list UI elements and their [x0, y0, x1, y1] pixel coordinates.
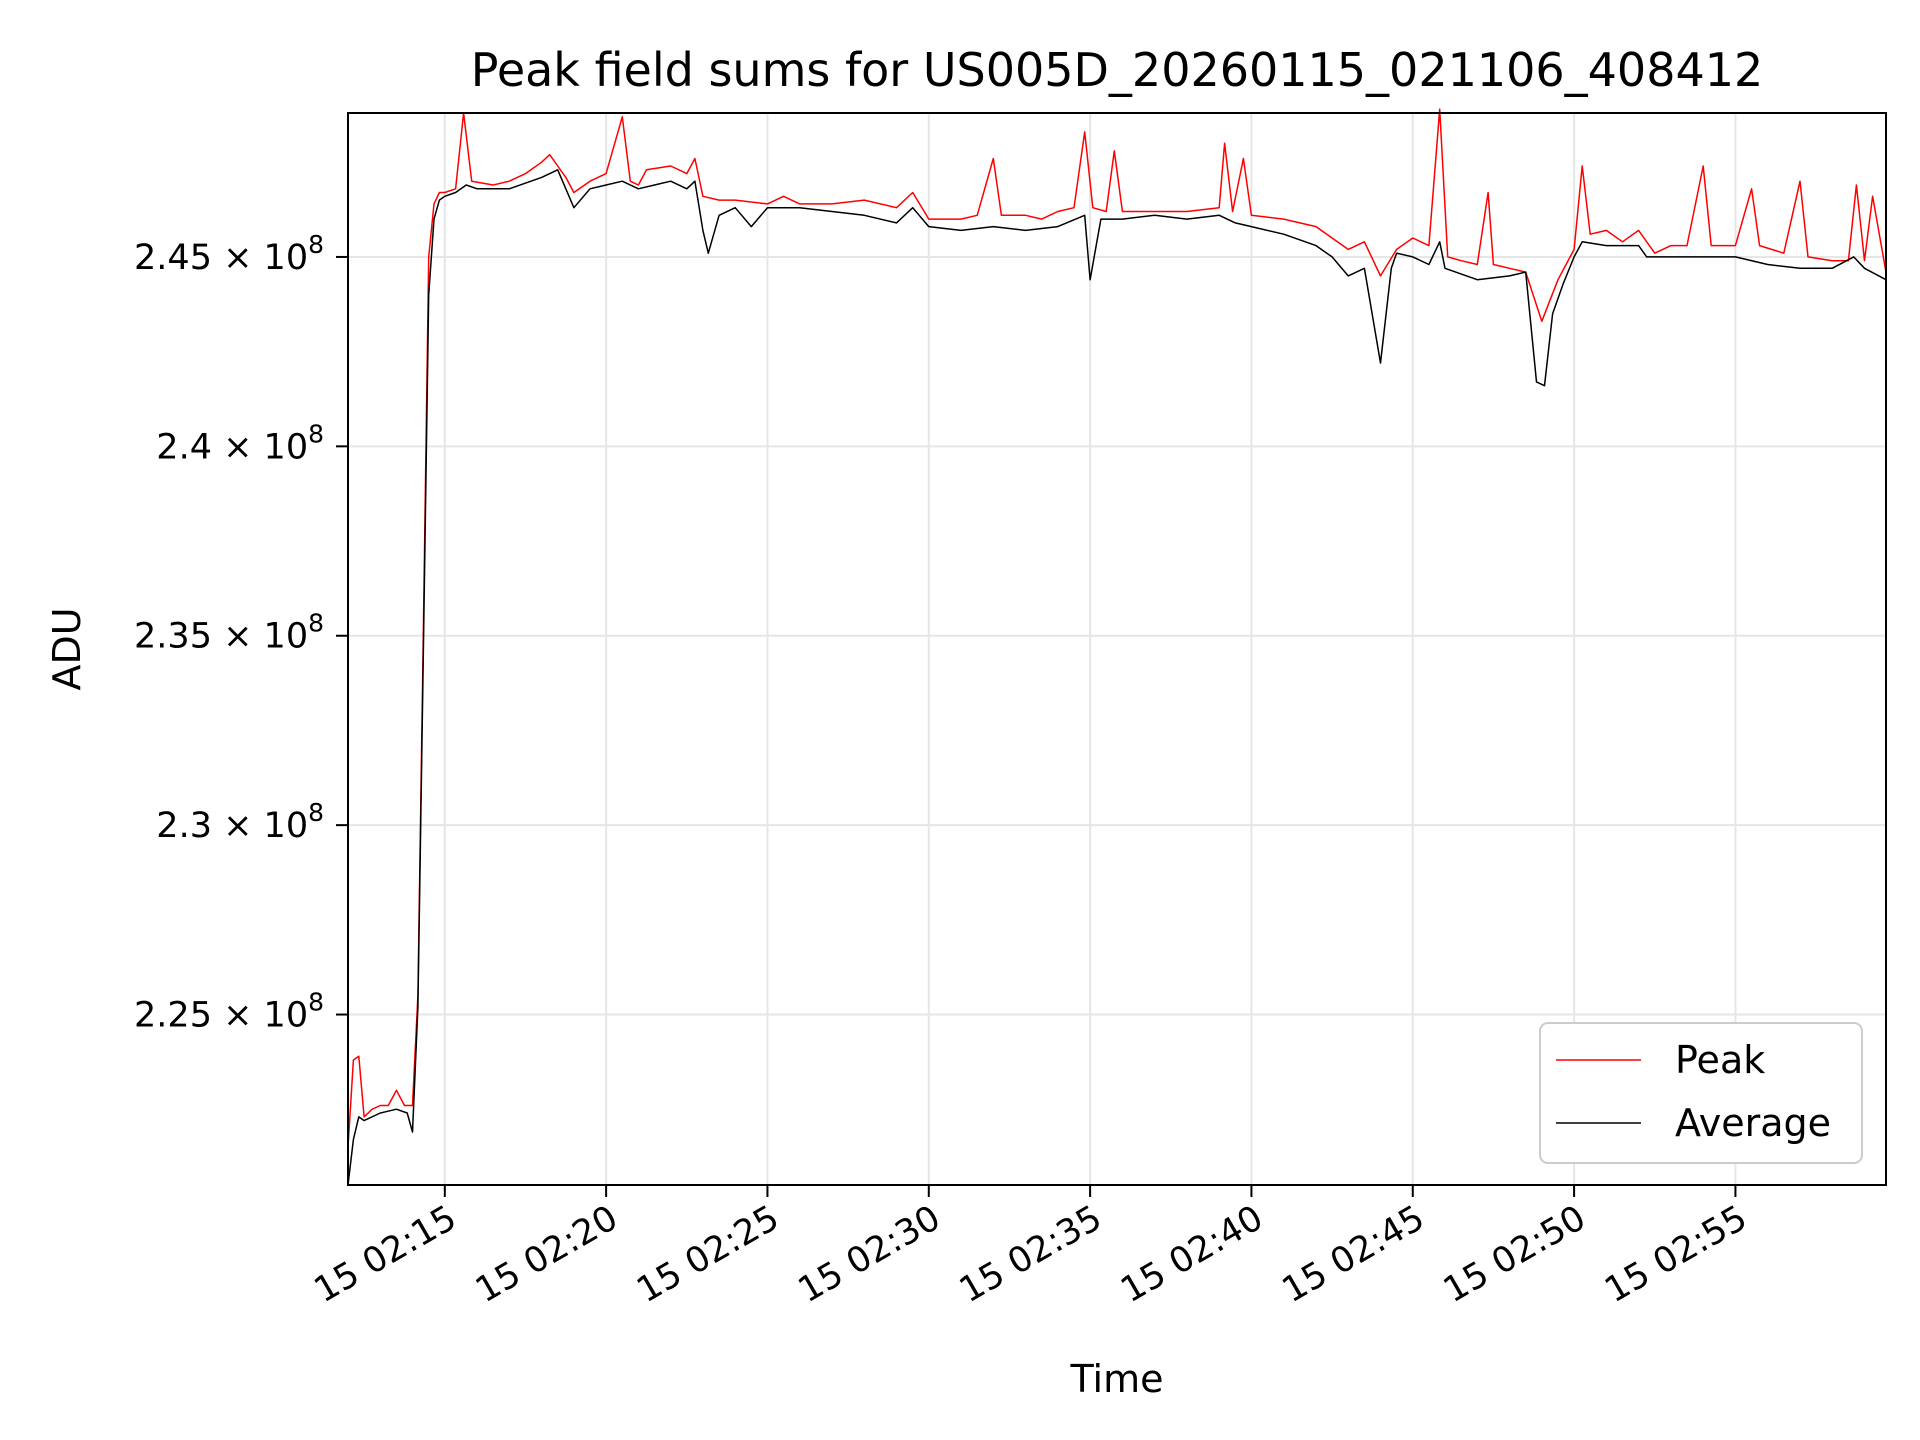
- y-tick-multiplier: × 10: [212, 427, 308, 467]
- y-tick-exponent: 8: [308, 419, 324, 448]
- plot-frame: [347, 112, 1887, 1186]
- y-tick-multiplier: × 10: [212, 996, 308, 1036]
- y-tick-label: 2.3 × 108: [156, 798, 324, 846]
- y-tick-multiplier: × 10: [212, 238, 308, 278]
- y-axis-label: ADU: [45, 607, 89, 690]
- series-line-average: [347, 169, 1887, 1186]
- y-tick-exponent: 8: [308, 798, 324, 827]
- y-tick-exponent: 8: [308, 609, 324, 638]
- legend-label-average: Average: [1675, 1101, 1831, 1145]
- y-tick-mantissa: 2.4: [156, 427, 212, 467]
- y-tick-mantissa: 2.45: [134, 238, 212, 278]
- y-tick-label: 2.4 × 108: [156, 419, 324, 467]
- y-tick-mantissa: 2.25: [134, 996, 212, 1036]
- y-tick-multiplier: × 10: [212, 617, 308, 657]
- y-tick-exponent: 8: [308, 230, 324, 259]
- grid: [348, 113, 1886, 1185]
- y-tick-label: 2.25 × 108: [134, 988, 324, 1036]
- y-tick-exponent: 8: [308, 988, 324, 1017]
- y-tick-label: 2.45 × 108: [134, 230, 324, 278]
- chart-title: Peak field sums for US005D_20260115_0211…: [471, 43, 1764, 97]
- x-axis-label: Time: [1070, 1357, 1164, 1401]
- series-layer: [347, 108, 1887, 1186]
- y-tick-mantissa: 2.35: [134, 617, 212, 657]
- y-tick-label: 2.35 × 108: [134, 609, 324, 657]
- series-line-peak: [347, 108, 1887, 1148]
- y-tick-mantissa: 2.3: [156, 806, 212, 846]
- legend-box: [1539, 1022, 1863, 1164]
- legend: Peak Average: [1539, 1022, 1863, 1164]
- legend-label-peak: Peak: [1675, 1038, 1765, 1082]
- y-tick-multiplier: × 10: [212, 806, 308, 846]
